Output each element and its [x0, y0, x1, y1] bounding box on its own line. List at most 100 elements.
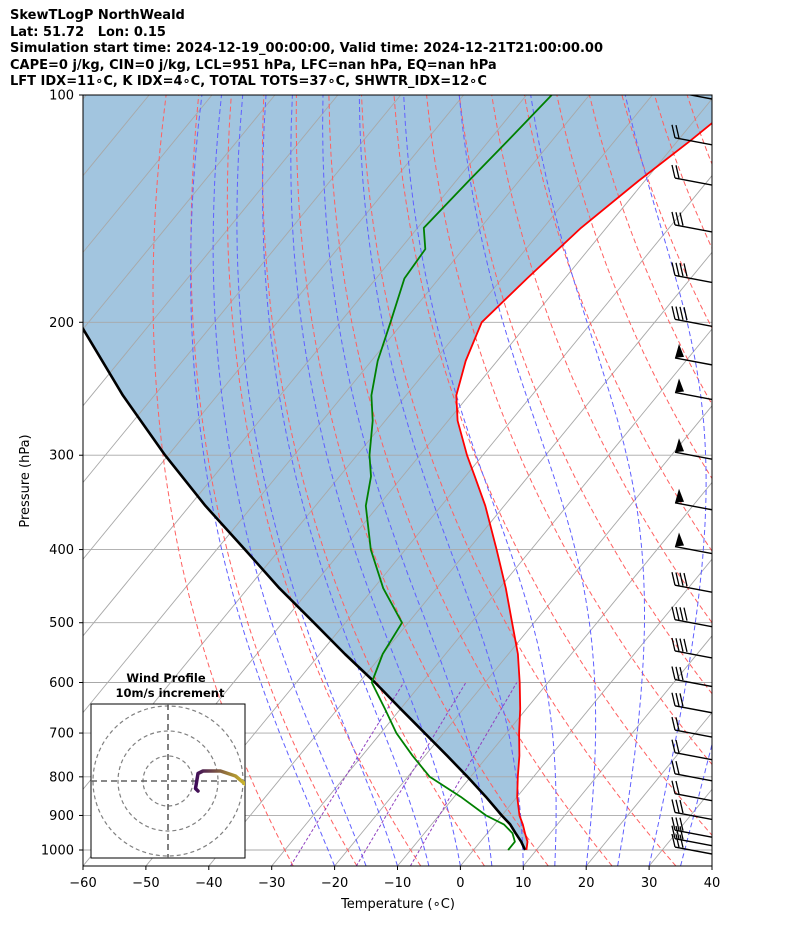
barb-feather [671, 833, 676, 848]
simulation-times: Simulation start time: 2024-12-19_00:00:… [10, 41, 603, 56]
dry-adiabat [752, 95, 794, 866]
barb-feather [671, 780, 676, 794]
barb-feather [679, 306, 684, 321]
barb-feather [679, 572, 684, 586]
barb-feather [671, 211, 676, 226]
moist-adiabat [322, 95, 493, 866]
barb-feather [675, 692, 680, 707]
barb-shaft [674, 224, 712, 233]
hodograph-title: Wind Profile [126, 671, 206, 685]
barb-feather [675, 262, 680, 276]
barb-shaft [674, 619, 712, 628]
barb-feather [671, 825, 676, 839]
isotherm-line [83, 95, 402, 484]
barb-shaft [674, 811, 712, 821]
dry-adiabat [621, 95, 712, 330]
x-tick-label: −40 [195, 876, 222, 891]
isotherm-line [334, 405, 712, 866]
barb-feather [683, 572, 688, 587]
wind-barb [671, 637, 712, 659]
barb-shaft [674, 584, 712, 593]
wind-barb [671, 780, 712, 802]
barb-shaft [674, 838, 712, 847]
barb-feather [675, 817, 680, 831]
dry-adiabat [654, 95, 712, 250]
wind-barb [671, 760, 712, 782]
mixing-ratio-line [409, 682, 518, 866]
station-title: SkewTLogP NorthWeald [10, 8, 185, 23]
moist-adiabat [290, 95, 461, 866]
moist-adiabat [403, 95, 557, 866]
barb-feather [679, 607, 684, 621]
wind-barb [671, 572, 712, 593]
hodograph-ring [117, 730, 219, 832]
barb-feather [675, 306, 680, 320]
barb-feather [683, 263, 688, 277]
cape-shading [83, 95, 712, 850]
x-tick-label: 30 [641, 876, 658, 891]
barb-pennant [675, 532, 684, 547]
y-tick-label: 800 [49, 770, 74, 785]
mixing-ratio-line [290, 682, 405, 866]
barb-shaft [674, 650, 712, 659]
barb-feather [675, 212, 680, 226]
isotherm-line [585, 711, 712, 866]
wind-barb [671, 692, 712, 714]
wind-barb [671, 666, 712, 688]
barb-feather [672, 79, 675, 92]
y-tick-label: 400 [49, 543, 74, 558]
barb-pennant [675, 488, 684, 503]
dry-adiabat [190, 95, 358, 866]
barb-shaft [674, 391, 712, 401]
barb-shaft [674, 451, 712, 460]
barb-shaft [674, 751, 712, 761]
barb-feather [671, 637, 676, 652]
y-tick-label: 900 [49, 809, 74, 824]
chart-header: SkewTLogP NorthWeald Lat: 51.72 Lon: 0.15… [10, 8, 603, 91]
barb-shaft [674, 274, 712, 284]
barb-feather [675, 717, 680, 731]
barb-feather [675, 165, 680, 179]
dry-adiabat [686, 95, 712, 166]
wind-barb [671, 817, 712, 838]
isotherm-line [145, 174, 712, 866]
mixing-ratio-lines [290, 682, 518, 866]
barb-feather [675, 666, 680, 680]
wind-barb [671, 211, 712, 233]
x-axis-ticks: −60 −50 −40 −30 −20 −10 0 10 20 30 40 [69, 866, 720, 891]
y-axis-ticks: 100 200 300 400 500 600 700 800 900 1000 [41, 89, 83, 859]
barb-feather [671, 716, 676, 731]
cape-fill [83, 95, 712, 850]
barb-feather [679, 212, 684, 226]
wind-barb [674, 488, 712, 511]
barb-feather [683, 307, 688, 321]
barb-feather [671, 692, 676, 706]
barb-feather [675, 638, 680, 652]
x-tick-label: −60 [69, 876, 96, 891]
moist-adiabat [624, 95, 707, 866]
barb-feather [671, 124, 676, 138]
wind-barb [671, 825, 712, 847]
wind-barb [671, 716, 712, 738]
barb-feather [679, 826, 684, 840]
y-tick-label: 500 [49, 616, 74, 631]
wind-barb [671, 164, 712, 186]
x-tick-label: 0 [456, 876, 464, 891]
convective-indices: CAPE=0 j/kg, CIN=0 j/kg, LCL=951 hPa, LF… [10, 57, 497, 73]
barb-shaft [674, 678, 712, 688]
barb-feather [675, 739, 680, 754]
isotherm-line [522, 635, 712, 866]
barb-pennant [675, 378, 684, 393]
dry-adiabat [152, 95, 294, 866]
barb-feather [679, 666, 684, 681]
dry-adiabat [393, 95, 712, 836]
profile-lines [83, 95, 712, 851]
wind-barb [674, 343, 712, 366]
isotherm-line [83, 95, 213, 254]
barb-shaft [674, 318, 712, 327]
wind-barbs [671, 79, 712, 855]
temperature-line [455, 121, 712, 851]
barb-shaft [674, 729, 712, 738]
barb-shaft [674, 705, 712, 714]
